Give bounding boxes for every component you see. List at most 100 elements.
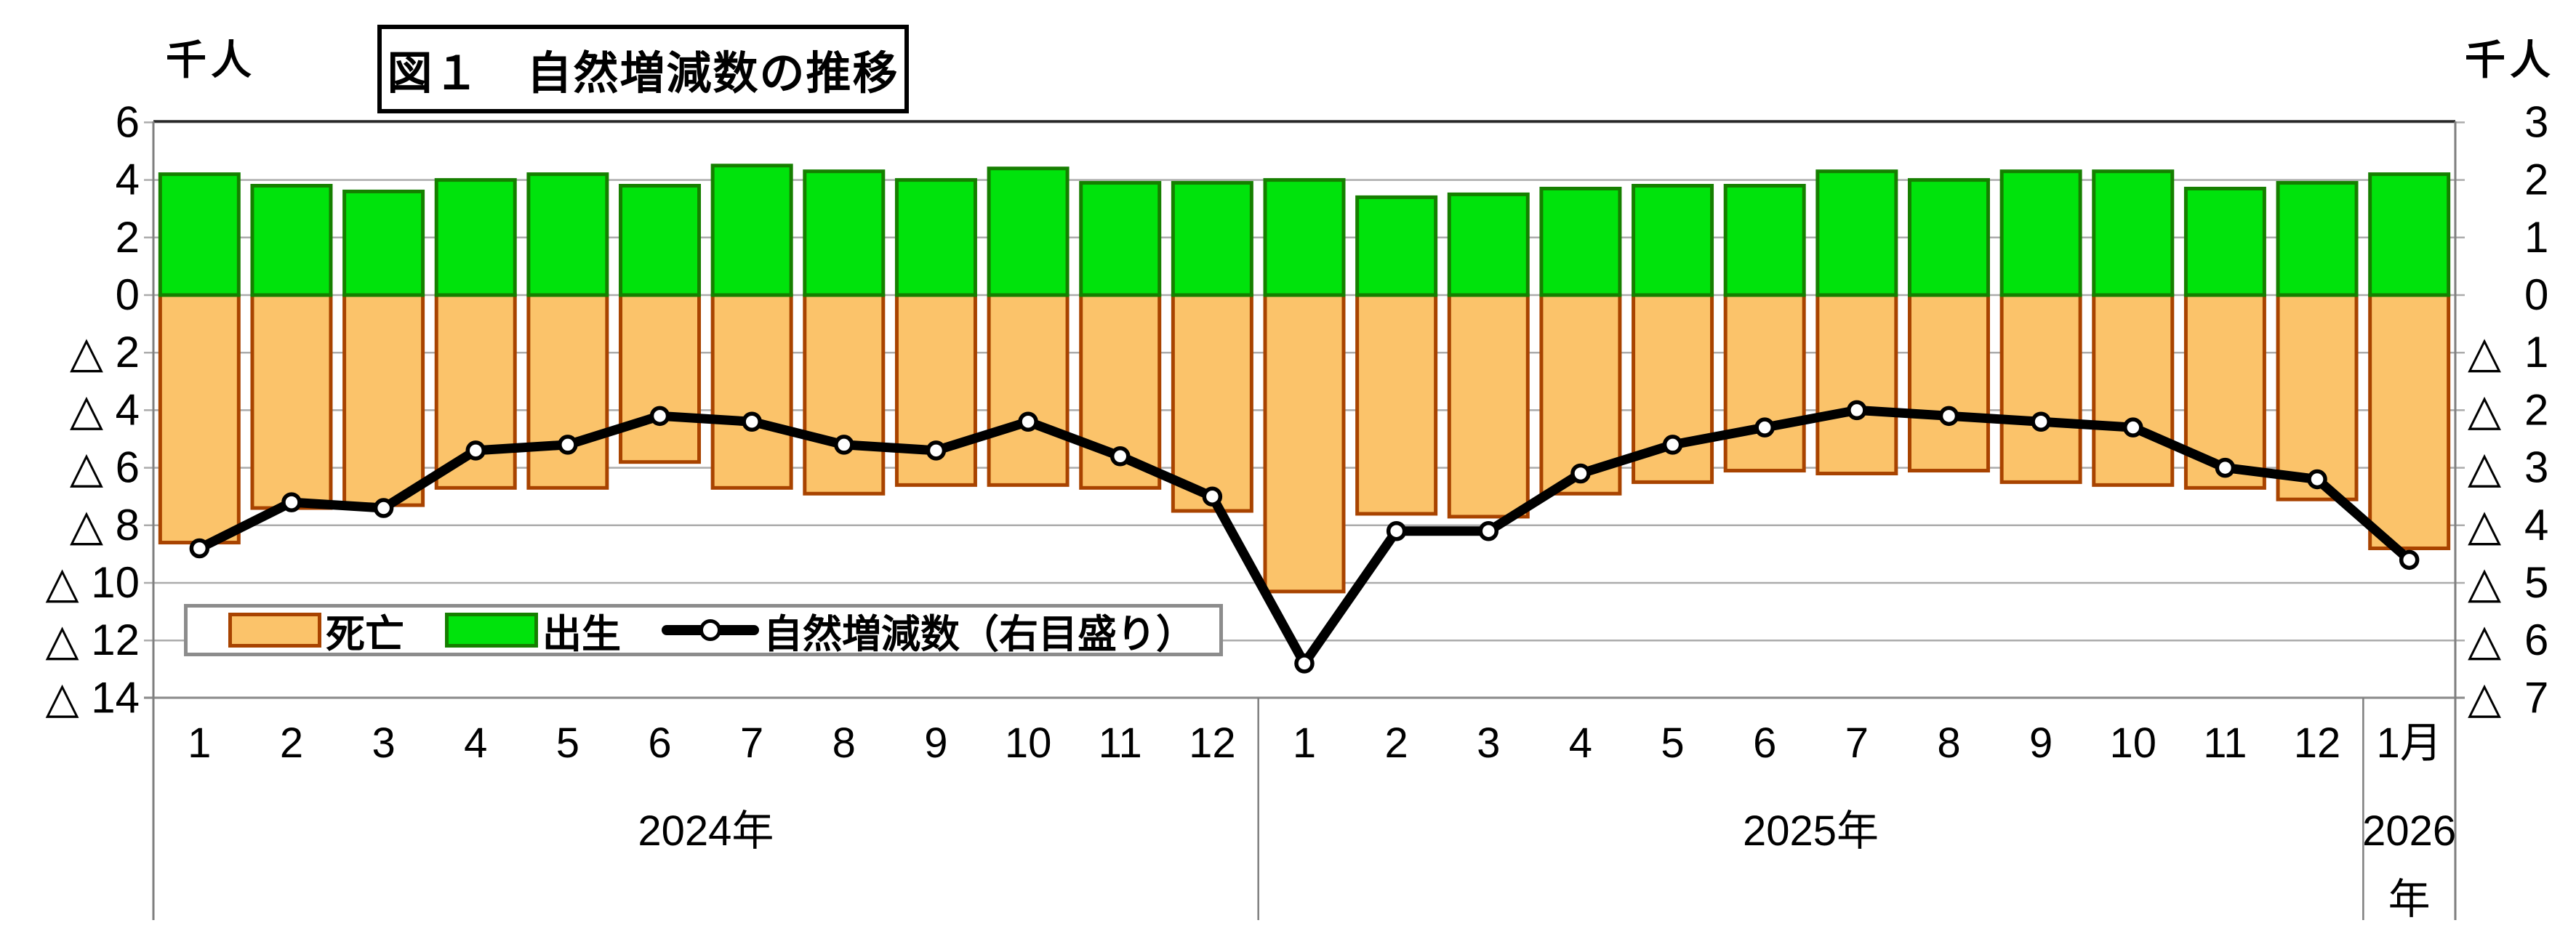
line-marker <box>373 498 394 518</box>
line-marker <box>1662 435 1683 455</box>
month-label: 3 <box>1477 720 1500 767</box>
bar-deaths <box>1355 293 1438 516</box>
month-label: 5 <box>1661 720 1684 767</box>
left-axis-tick-label: △ 6 <box>70 443 140 492</box>
bar-births <box>2276 181 2359 297</box>
bar-births <box>342 189 425 297</box>
bar-births <box>1447 192 1530 297</box>
month-label: 2 <box>1385 720 1408 767</box>
bar-births <box>1632 184 1714 297</box>
year-label: 2025年 <box>1743 807 1879 855</box>
deaths-legend-label: 死亡 <box>326 612 404 656</box>
month-label: 12 <box>2294 720 2341 767</box>
bar-births <box>1723 184 1806 297</box>
bar-deaths <box>2276 293 2359 501</box>
right-axis-tick-label: 1 <box>2524 328 2548 376</box>
right-axis-tick-label: 1 <box>2524 213 2548 262</box>
month-label: 1月 <box>2377 720 2442 767</box>
right-axis-tick-triangle: △ <box>2468 443 2501 492</box>
right-axis-tick-label: 7 <box>2524 673 2548 722</box>
month-label: 1 <box>188 720 211 767</box>
bar-deaths <box>2368 293 2451 550</box>
right-axis-tick-triangle: △ <box>2468 673 2501 722</box>
month-label: 4 <box>464 720 487 767</box>
month-label: 8 <box>1937 720 1960 767</box>
month-label: 10 <box>1005 720 1052 767</box>
line-marker <box>2123 417 2143 438</box>
line-marker <box>1754 417 1775 438</box>
bar-births <box>526 172 609 297</box>
left-axis-tick-label: △ 12 <box>45 616 140 664</box>
line-marker <box>2307 469 2327 490</box>
line-marker <box>1386 520 1407 541</box>
month-label: 2 <box>280 720 303 767</box>
right-axis-tick-label: 2 <box>2524 385 2548 434</box>
right-axis-tick-label: 6 <box>2524 616 2548 664</box>
legend-line-marker <box>699 619 721 641</box>
bar-deaths <box>1815 293 1898 476</box>
month-label: 11 <box>1099 720 1142 767</box>
line-marker <box>742 411 762 432</box>
bar-deaths <box>250 293 333 510</box>
bar-births <box>158 172 241 297</box>
right-axis-tick-triangle: △ <box>2468 385 2501 434</box>
bar-births <box>2092 169 2175 297</box>
bar-deaths <box>1171 293 1253 513</box>
left-axis-tick-label: 4 <box>116 156 140 204</box>
right-axis-unit-label: 千人 <box>2465 37 2555 83</box>
bar-births <box>710 164 793 297</box>
line-marker <box>1018 411 1038 432</box>
right-axis-tick-label: 2 <box>2524 156 2548 204</box>
line-marker <box>1294 653 1315 674</box>
right-axis-tick-triangle: △ <box>2468 616 2501 664</box>
month-label: 10 <box>2110 720 2157 767</box>
line-marker <box>926 440 947 461</box>
bar-births <box>987 166 1070 297</box>
bar-deaths <box>619 293 702 464</box>
month-label: 8 <box>832 720 856 767</box>
legend: 死亡 出生 自然増減数（右目盛り） <box>184 604 1223 656</box>
bar-births <box>619 184 702 297</box>
line-marker <box>558 435 578 455</box>
chart-title-box: 図１ 自然増減数の推移 <box>377 25 909 113</box>
month-label: 4 <box>1569 720 1592 767</box>
bar-births <box>250 184 333 297</box>
left-axis-tick-label: 6 <box>116 97 140 146</box>
year-label: 2024年 <box>638 807 774 855</box>
month-label: 3 <box>372 720 395 767</box>
births-legend-label: 出生 <box>542 612 621 656</box>
bar-births <box>1815 169 1898 297</box>
line-marker <box>281 492 302 512</box>
bar-deaths <box>710 293 793 490</box>
month-label: 1 <box>1293 720 1316 767</box>
line-marker <box>2399 549 2420 571</box>
right-axis-tick-label: 4 <box>2524 501 2548 549</box>
chart-title: 図１ 自然増減数の推移 <box>387 49 899 99</box>
year-label: 年 <box>2388 876 2431 923</box>
bar-deaths <box>803 293 886 496</box>
bar-births <box>1079 181 1162 297</box>
bar-births <box>1539 186 1622 297</box>
bar-deaths <box>2092 293 2175 487</box>
bar-births <box>1263 178 1346 297</box>
month-label: 9 <box>924 720 947 767</box>
deaths-legend-swatch <box>228 613 321 648</box>
bar-births <box>2368 172 2451 297</box>
bar-deaths <box>987 293 1070 487</box>
left-axis-tick-label: △ 8 <box>70 501 140 549</box>
right-axis-tick-label: 0 <box>2524 270 2548 319</box>
month-label: 11 <box>2203 720 2247 767</box>
line-marker <box>834 435 854 455</box>
line-marker <box>1478 520 1499 541</box>
line-marker <box>2215 457 2236 478</box>
left-axis-tick-label: △ 14 <box>45 673 140 722</box>
right-axis-tick-triangle: △ <box>2468 328 2501 376</box>
natural-change-legend-label: 自然増減数（右目盛り） <box>763 612 1195 656</box>
line-marker <box>1847 400 1867 421</box>
month-label: 9 <box>2029 720 2053 767</box>
bar-deaths <box>1999 293 2082 484</box>
bar-births <box>1355 195 1438 297</box>
bar-deaths <box>1907 293 1990 473</box>
line-marker <box>465 440 486 461</box>
month-label: 7 <box>740 720 763 767</box>
